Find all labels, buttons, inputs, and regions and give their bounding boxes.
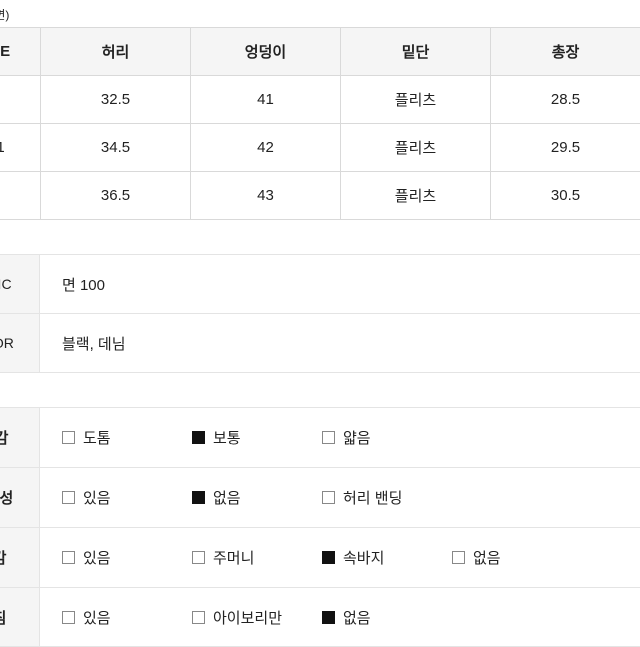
checkbox-empty-icon — [62, 491, 75, 504]
size-cell: 36.5 — [41, 172, 191, 220]
kv-row: RIC 면 100 — [0, 254, 640, 313]
attr-row: 침 있음 아이보리만 없음 — [0, 587, 640, 647]
size-table: ZE 허리 엉덩이 밑단 총장 32.5 41 플리츠 28.5 1 34.5 … — [0, 27, 640, 220]
checkbox-empty-icon — [322, 431, 335, 444]
size-cell: 32.5 — [41, 76, 191, 124]
size-header: 허리 — [41, 28, 191, 76]
attr-label: 축성 — [0, 468, 40, 527]
size-cell — [0, 76, 41, 124]
attr-option-label: 없음 — [473, 547, 501, 568]
attr-option: 없음 — [322, 607, 452, 628]
attr-option: 없음 — [192, 487, 322, 508]
unit-note: m/단면) — [0, 0, 640, 27]
checkbox-empty-icon — [62, 431, 75, 444]
kv-value-color: 블랙, 데님 — [40, 314, 640, 372]
attr-option: 있음 — [62, 487, 192, 508]
size-cell: 29.5 — [491, 124, 640, 172]
size-cell: 41 — [191, 76, 341, 124]
size-header: ZE — [0, 28, 41, 76]
material-block: RIC 면 100 LOR 블랙, 데님 — [0, 254, 640, 373]
attr-option-label: 보통 — [213, 427, 241, 448]
size-cell: 플리츠 — [341, 76, 491, 124]
attr-options: 있음 아이보리만 없음 — [40, 588, 640, 646]
size-cell: 플리츠 — [341, 172, 491, 220]
checkbox-checked-icon — [322, 551, 335, 564]
attr-option: 있음 — [62, 547, 192, 568]
checkbox-checked-icon — [192, 431, 205, 444]
size-header: 엉덩이 — [191, 28, 341, 76]
attr-option: 보통 — [192, 427, 322, 448]
size-cell: 34.5 — [41, 124, 191, 172]
size-row: 36.5 43 플리츠 30.5 — [0, 172, 640, 220]
attr-option-label: 속바지 — [343, 547, 384, 568]
size-cell: 30.5 — [491, 172, 640, 220]
checkbox-checked-icon — [322, 611, 335, 624]
size-header: 밑단 — [341, 28, 491, 76]
checkbox-empty-icon — [62, 611, 75, 624]
checkbox-empty-icon — [62, 551, 75, 564]
attr-option-label: 허리 밴딩 — [343, 487, 402, 508]
attr-option: 속바지 — [322, 547, 452, 568]
attr-option: 있음 — [62, 607, 192, 628]
attr-option-label: 주머니 — [213, 547, 254, 568]
checkbox-checked-icon — [192, 491, 205, 504]
attr-options: 있음 없음 허리 밴딩 — [40, 468, 640, 527]
checkbox-empty-icon — [322, 491, 335, 504]
attr-option-label: 도톰 — [83, 427, 111, 448]
kv-label-color: LOR — [0, 314, 40, 372]
attr-option-label: 아이보리만 — [213, 607, 282, 628]
size-cell: 1 — [0, 124, 41, 172]
attr-option: 도톰 — [62, 427, 192, 448]
attr-option: 주머니 — [192, 547, 322, 568]
checkbox-empty-icon — [192, 551, 205, 564]
size-row: 1 34.5 42 플리츠 29.5 — [0, 124, 640, 172]
checkbox-empty-icon — [452, 551, 465, 564]
attr-option-label: 있음 — [83, 607, 111, 628]
size-cell: 42 — [191, 124, 341, 172]
size-cell: 28.5 — [491, 76, 640, 124]
attr-option: 허리 밴딩 — [322, 487, 452, 508]
kv-label-fabric: RIC — [0, 255, 40, 313]
attr-row: I감 도톰 보통 얇음 — [0, 407, 640, 467]
attr-options: 도톰 보통 얇음 — [40, 408, 640, 467]
kv-value-fabric: 면 100 — [40, 255, 640, 313]
attributes-block: I감도톰보통얇음축성있음없음허리 밴딩감있음주머니속바지없음침있음아이보리만없음 — [0, 407, 640, 647]
size-header: 총장 — [491, 28, 640, 76]
size-row: 32.5 41 플리츠 28.5 — [0, 76, 640, 124]
size-table-header-row: ZE 허리 엉덩이 밑단 총장 — [0, 28, 640, 76]
attr-options: 있음 주머니 속바지 없음 — [40, 528, 640, 587]
size-cell — [0, 172, 41, 220]
kv-row: LOR 블랙, 데님 — [0, 313, 640, 373]
attr-option-label: 있음 — [83, 487, 111, 508]
attr-option-label: 있음 — [83, 547, 111, 568]
attr-option-label: 없음 — [343, 607, 371, 628]
attr-option: 아이보리만 — [192, 607, 322, 628]
attr-label: I감 — [0, 408, 40, 467]
attr-option-label: 없음 — [213, 487, 241, 508]
checkbox-empty-icon — [192, 611, 205, 624]
attr-option: 없음 — [452, 547, 582, 568]
attr-row: 축성 있음 없음 허리 밴딩 — [0, 467, 640, 527]
attr-label: 감 — [0, 528, 40, 587]
attr-option-label: 얇음 — [343, 427, 371, 448]
size-cell: 43 — [191, 172, 341, 220]
attr-label: 침 — [0, 588, 40, 646]
size-cell: 플리츠 — [341, 124, 491, 172]
attr-row: 감 있음 주머니 속바지 없음 — [0, 527, 640, 587]
attr-option: 얇음 — [322, 427, 452, 448]
